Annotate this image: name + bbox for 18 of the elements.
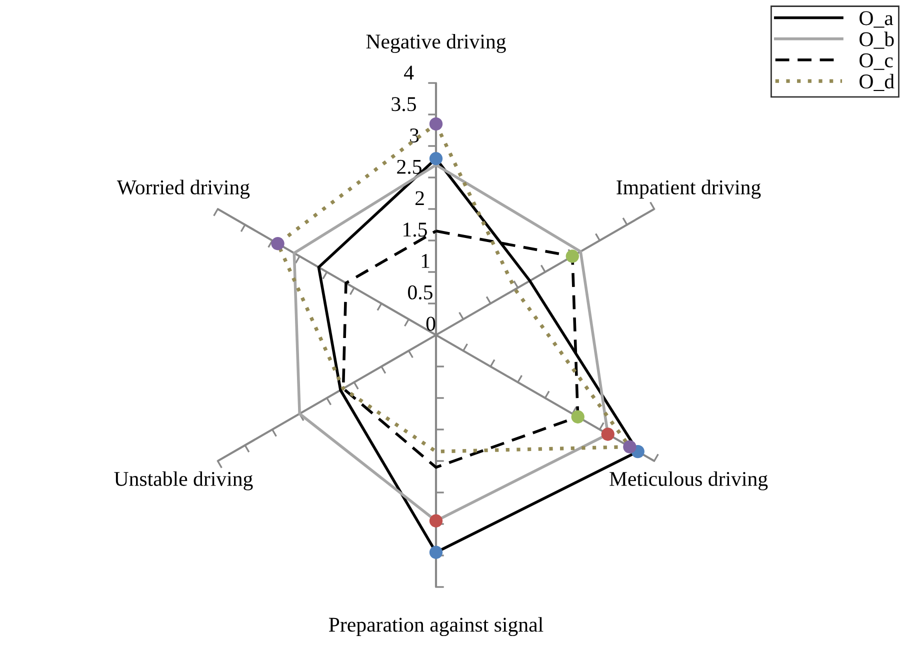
legend-label: O_c — [860, 53, 893, 70]
legend-label: O_b — [860, 32, 894, 49]
spoke-label: Worried driving — [116, 180, 250, 199]
y-tick-label: 1 — [422, 254, 430, 268]
legend-label: O_d — [860, 74, 894, 91]
y-tick-label: 1.5 — [404, 222, 427, 237]
y-tick-label: 2 — [416, 191, 424, 206]
legend-label: O_a — [860, 11, 894, 28]
y-tick-label: 0.5 — [408, 285, 432, 300]
spoke-label: Meticulous driving — [610, 471, 768, 490]
y-tick-label: 0 — [426, 316, 436, 331]
spoke-label: Unstable driving — [114, 471, 253, 490]
y-tick-label: 4 — [404, 66, 414, 80]
spoke-label: Preparation against signal — [328, 617, 544, 636]
spoke-label: Negative driving — [366, 34, 506, 53]
y-tick-label: 3.5 — [392, 97, 416, 112]
y-tick-label: 2.5 — [397, 160, 422, 174]
spoke-label: Impatient driving — [616, 180, 761, 199]
